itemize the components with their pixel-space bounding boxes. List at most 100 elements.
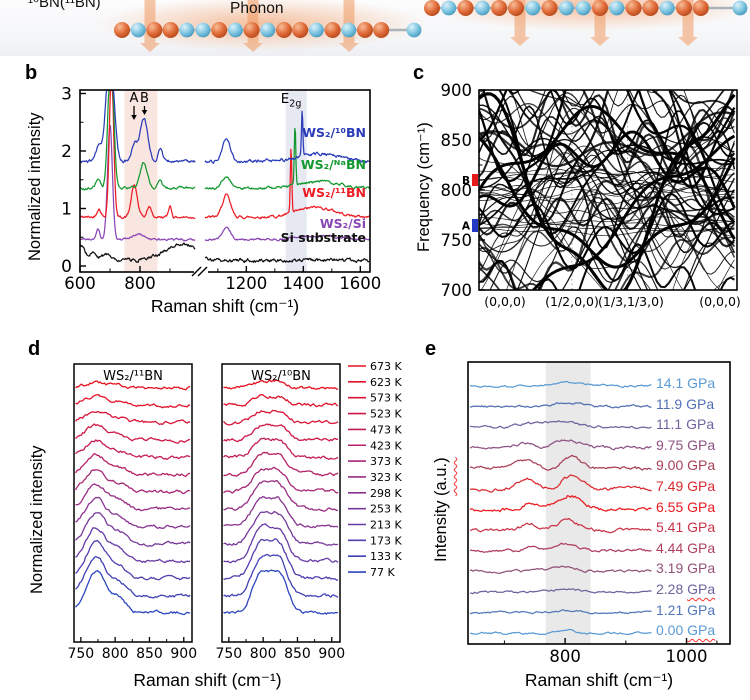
kpoint-label: (1/2,0,0) [545, 294, 599, 309]
curve-label: WS₂/ᴺᵃBN [301, 157, 366, 172]
phonon-band [506, 214, 735, 290]
legend-label: 673 K [370, 360, 402, 373]
panel-d-plot: WS₂/¹¹BN 750 800 850 900 WS₂/¹⁰BN 750 800 850 900… [67, 360, 402, 662]
mode-marker-A [472, 219, 478, 232]
tick-label: 800 [124, 274, 156, 293]
phonon-arrow [140, 0, 160, 52]
shaded-band [124, 90, 158, 272]
tick-label: 800 [250, 646, 277, 662]
spectrum-curve [80, 90, 196, 191]
tick-label: 900 [318, 646, 345, 662]
temperature-curve [223, 479, 339, 512]
pressure-curve [469, 588, 652, 595]
boron-atom [625, 0, 642, 16]
pressure-curve [469, 609, 652, 615]
pressure-curve [469, 420, 652, 430]
panel-e-xlabel: Raman shift (cm⁻¹) [524, 670, 674, 690]
tick-label: 750 [215, 646, 242, 662]
curve-label: Si substrate [281, 230, 366, 245]
legend-label: 133 K [370, 550, 402, 563]
boron-atom [424, 0, 440, 16]
boron-atom [211, 22, 228, 38]
legend-label: 323 K [370, 471, 402, 484]
temperature-curve [223, 553, 339, 598]
pressure-curve [469, 565, 652, 575]
phonon-band [581, 90, 735, 186]
phonon-label: Phonon [230, 0, 284, 17]
temperature-curve [75, 570, 191, 616]
temperature-spectra [223, 379, 339, 615]
phonon-arrow [678, 0, 698, 46]
pressure-curve [469, 474, 652, 493]
tick-label: 900 [441, 81, 473, 100]
boron-atom [508, 0, 524, 16]
pressure-curve [469, 380, 652, 389]
phonon-band [479, 183, 735, 198]
temperature-curve [75, 539, 191, 581]
phonon-schematic-art [97, 0, 750, 52]
phonon-band [479, 218, 735, 290]
mode-marker-B [472, 174, 478, 186]
end-atom [406, 22, 422, 38]
phonon-band [479, 145, 735, 290]
tick-label: 3 [61, 85, 72, 105]
phonon-band [479, 180, 735, 224]
temperature-curve [223, 409, 339, 426]
nitrogen-atom [341, 22, 357, 38]
boron-atom [541, 0, 558, 16]
nitrogen-atom [130, 22, 146, 38]
legend-label: 573 K [370, 392, 402, 405]
spectrum-curve [80, 90, 196, 164]
temperature-curve [75, 423, 191, 444]
legend-label: 473 K [370, 423, 402, 436]
phonon-band [480, 214, 735, 290]
tick-label: 850 [136, 646, 163, 662]
panel-b-ylabel: Normalized intensity [26, 112, 44, 261]
nitrogen-atom [309, 22, 324, 38]
boron-atom [457, 0, 474, 16]
phonon-band [479, 208, 736, 290]
phonon-band [479, 130, 736, 209]
phonon-band [507, 90, 735, 165]
temperature-curve [74, 469, 191, 495]
pressure-curve [469, 542, 652, 553]
tick-label: 1400 [282, 274, 324, 293]
tick-label: 850 [441, 131, 473, 150]
panel-c-ylabel: Frequency (cm⁻¹) [415, 122, 433, 253]
nitrogen-atom [475, 0, 490, 16]
spectra [80, 90, 370, 264]
isotope-label: ¹⁰BN(¹¹BN) [28, 0, 101, 11]
spectrum-curve [204, 127, 370, 191]
phonon-schematic: ¹⁰BN(¹¹BN) Phonon [0, 0, 750, 56]
boron-atom [324, 22, 341, 38]
temperature-curve [74, 452, 191, 478]
phonon-band [479, 168, 735, 183]
tick-label: 700 [441, 281, 473, 300]
tick-label: 750 [441, 231, 473, 250]
boron-atom [162, 22, 179, 38]
spectrum-curve [204, 110, 370, 164]
temperature-curve [223, 466, 339, 494]
panel-letter-e: e [425, 338, 437, 360]
phonon-band [479, 243, 735, 290]
temperature-curve [75, 380, 191, 391]
phonon-band [479, 90, 735, 139]
tick-label: 850 [284, 646, 311, 662]
peak-annotation: A [130, 91, 139, 106]
subpanel-title: WS₂/¹⁰BN [251, 369, 311, 384]
nitrogen-atom [659, 0, 675, 16]
phonon-band [479, 90, 736, 224]
panel-letter-b: b [25, 62, 38, 84]
plot-frame [73, 363, 193, 643]
temperature-curve [75, 439, 191, 460]
curve-label: WS₂/Si [320, 216, 366, 231]
plot-frame [221, 363, 341, 643]
phonon-band [479, 216, 735, 224]
phonon-band [479, 207, 735, 290]
plot-frame [79, 89, 371, 273]
nitrogen-atom [441, 0, 457, 16]
phonon-band [479, 223, 735, 231]
boron-atom [276, 22, 292, 38]
phonon-band [479, 220, 735, 229]
